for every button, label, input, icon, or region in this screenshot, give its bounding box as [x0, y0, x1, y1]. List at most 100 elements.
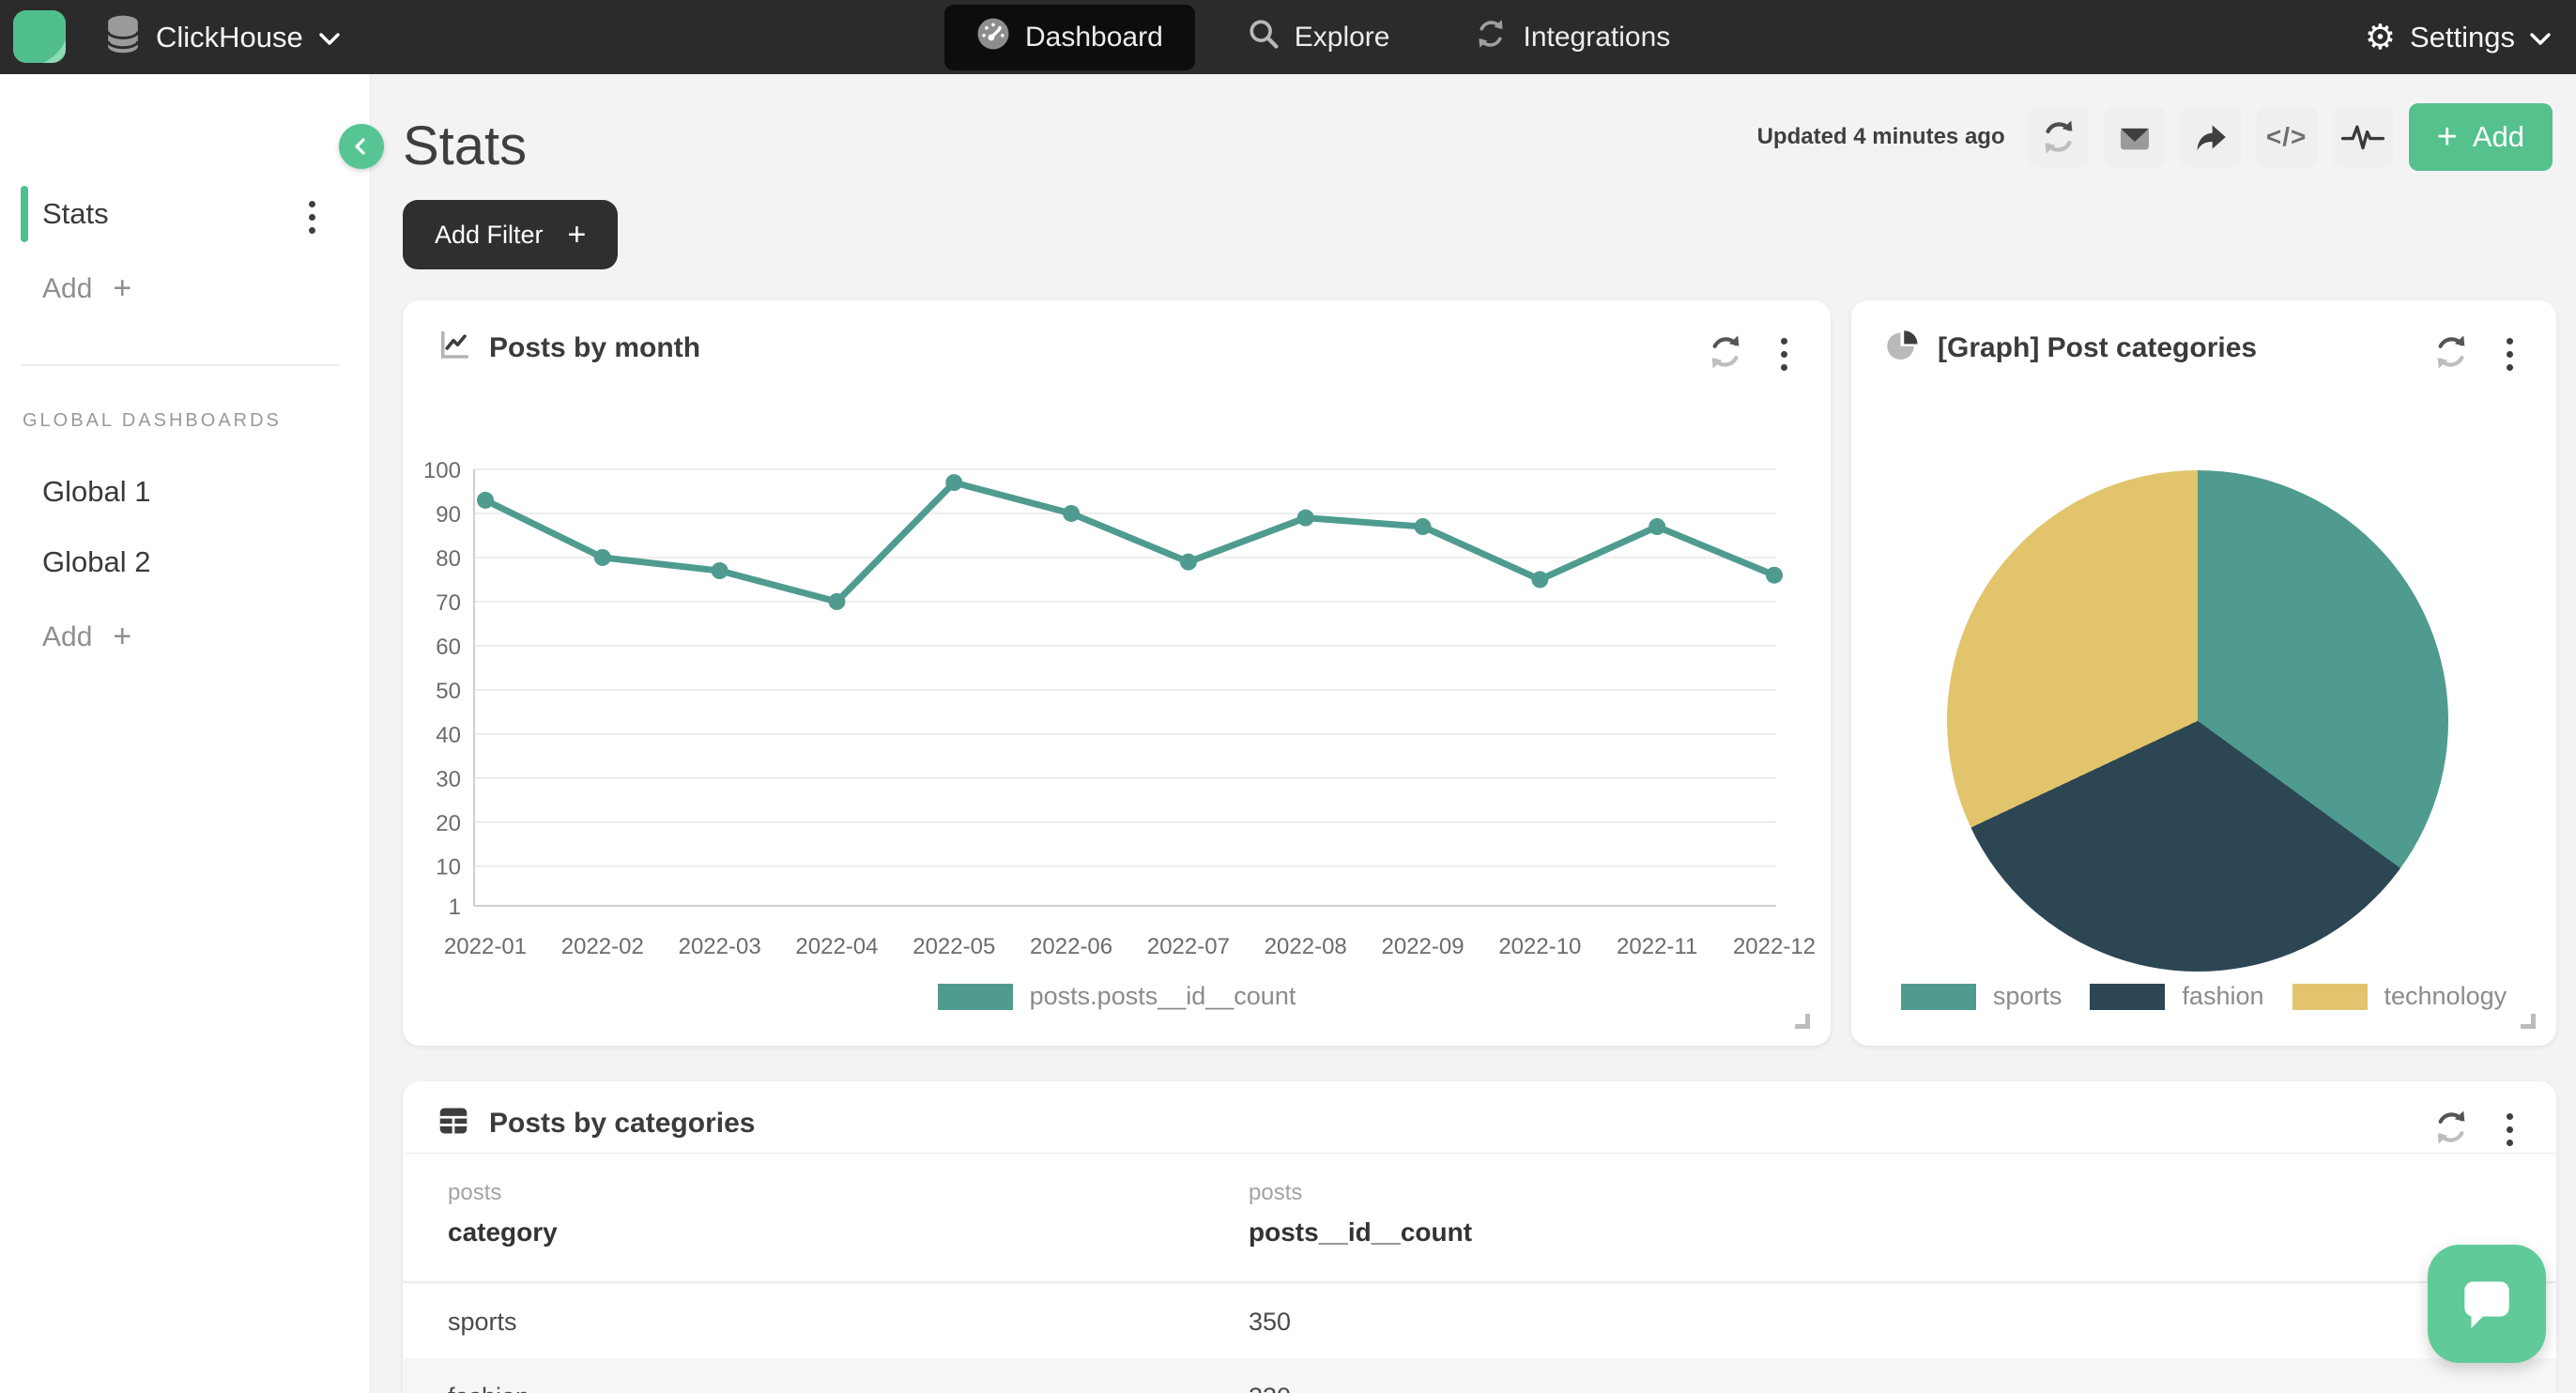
settings-label: Settings	[2409, 20, 2515, 54]
add-filter-button[interactable]: Add Filter +	[403, 200, 619, 269]
legend-item: sports	[1900, 982, 2062, 1011]
sidebar-collapse-button[interactable]	[339, 124, 384, 169]
kebab-menu-icon[interactable]	[2501, 1108, 2519, 1152]
card-posts-by-categories: Posts by categories posts category posts…	[403, 1081, 2556, 1393]
tab-integrations[interactable]: Integrations	[1442, 5, 1702, 70]
sync-icon	[1474, 17, 1508, 58]
legend-item: fashion	[2090, 982, 2264, 1011]
svg-text:80: 80	[436, 546, 461, 572]
resize-handle[interactable]	[1795, 1014, 1810, 1029]
line-chart: 100 90 80 70 60 50 40 30 20 10 1 2022-01 2022-02 2022…	[423, 458, 1816, 959]
column-header-count[interactable]: posts__id__count	[1249, 1217, 1473, 1247]
resize-handle[interactable]	[2521, 1014, 2536, 1029]
legend-label: posts.posts__id__count	[1029, 982, 1296, 1010]
sidebar-item-global-2[interactable]: Global 2	[17, 532, 355, 592]
add-button-label: Add	[2472, 120, 2524, 153]
plus-icon: +	[2436, 116, 2458, 157]
refresh-icon[interactable]	[2431, 1108, 2471, 1152]
divider	[403, 1153, 2556, 1154]
svg-text:100: 100	[423, 458, 461, 483]
cell-category: sports	[448, 1308, 517, 1336]
card-posts-by-month: Posts by month 100 90 80 70 60 50 40 30 20 10 1 202…	[403, 300, 1831, 1046]
sidebar-item-global-1[interactable]: Global 1	[17, 462, 355, 522]
cell-count: 350	[1249, 1308, 1292, 1336]
plus-icon: +	[113, 270, 132, 306]
sidebar-section-global-dashboards: GLOBAL DASHBOARDS	[23, 410, 282, 431]
database-icon	[105, 14, 141, 61]
card-header: Posts by categories	[437, 1104, 755, 1142]
svg-text:2022-06: 2022-06	[1030, 934, 1112, 959]
refresh-icon[interactable]	[1706, 332, 1745, 376]
gear-icon: ⚙	[2364, 18, 2396, 56]
svg-text:30: 30	[436, 767, 461, 792]
refresh-icon[interactable]	[2431, 332, 2471, 376]
kebab-menu-icon[interactable]	[303, 195, 321, 239]
refresh-button[interactable]	[2028, 107, 2089, 167]
line-chart-legend: posts.posts__id__count	[403, 982, 1831, 1011]
embed-code-button[interactable]: </>	[2256, 107, 2317, 167]
svg-text:2022-09: 2022-09	[1382, 934, 1464, 959]
search-icon	[1248, 18, 1280, 57]
main-nav-tabs: Dashboard Explore Integrations	[944, 0, 1702, 74]
svg-text:2022-03: 2022-03	[679, 934, 761, 959]
legend-item: technology	[2292, 982, 2507, 1011]
svg-text:2022-05: 2022-05	[912, 934, 995, 959]
legend-swatch	[2292, 983, 2368, 1010]
legend-label: sports	[1992, 982, 2062, 1010]
legend-swatch	[937, 983, 1013, 1010]
table-header: posts category posts posts__id__count	[403, 1154, 2556, 1281]
tab-integrations-label: Integrations	[1523, 21, 1671, 53]
table-row[interactable]: sports 350	[403, 1281, 2556, 1358]
card-title: [Graph] Post categories	[1938, 331, 2258, 363]
svg-text:2022-08: 2022-08	[1265, 934, 1347, 959]
sidebar-item-stats[interactable]: Stats	[17, 184, 355, 244]
email-button[interactable]	[2104, 107, 2165, 167]
svg-text:90: 90	[436, 502, 461, 528]
sidebar-item-label: Global 2	[42, 545, 151, 578]
tab-explore-label: Explore	[1294, 21, 1390, 53]
legend-swatch	[1900, 983, 1976, 1010]
active-indicator	[21, 186, 28, 242]
tab-dashboard-label: Dashboard	[1025, 21, 1163, 53]
svg-text:2022-07: 2022-07	[1147, 934, 1230, 959]
svg-text:2022-01: 2022-01	[444, 934, 527, 959]
activity-button[interactable]	[2332, 107, 2393, 167]
pie-chart-legend: sports fashion technology	[1851, 982, 2556, 1011]
svg-text:2022-12: 2022-12	[1733, 934, 1816, 959]
chat-widget-button[interactable]	[2428, 1245, 2546, 1363]
legend-swatch	[2090, 983, 2166, 1010]
chevron-down-icon	[318, 21, 341, 54]
kebab-menu-icon[interactable]	[2501, 332, 2519, 376]
workspace-switcher[interactable]: ClickHouse	[105, 0, 341, 74]
card-title: Posts by categories	[489, 1107, 756, 1139]
sidebar-add-global-dashboard-button[interactable]: Add +	[42, 619, 131, 655]
kebab-menu-icon[interactable]	[1775, 332, 1793, 376]
tab-dashboard[interactable]: Dashboard	[944, 4, 1195, 70]
card-title: Posts by month	[489, 331, 701, 363]
sidebar-add-dashboard-button[interactable]: Add +	[42, 270, 131, 307]
app-logo[interactable]	[13, 10, 66, 63]
table-row[interactable]: fashion 330	[403, 1358, 2556, 1393]
card-header: Posts by month	[437, 329, 700, 367]
plus-icon: +	[113, 619, 132, 654]
tab-explore[interactable]: Explore	[1216, 5, 1422, 70]
column-header-category[interactable]: category	[448, 1217, 558, 1247]
legend-label: technology	[2384, 982, 2507, 1010]
svg-text:70: 70	[436, 590, 461, 616]
add-tile-button[interactable]: + Add	[2408, 103, 2553, 171]
settings-menu[interactable]: ⚙ Settings	[2365, 0, 2552, 74]
add-filter-label: Add Filter	[435, 220, 544, 249]
gauge-icon	[976, 17, 1010, 58]
card-actions	[2431, 332, 2519, 376]
add-label: Add	[42, 272, 93, 304]
share-button[interactable]	[2180, 107, 2241, 167]
legend-label: fashion	[2182, 982, 2264, 1010]
column-group: posts	[448, 1180, 502, 1205]
svg-text:10: 10	[436, 855, 461, 880]
sidebar	[0, 74, 371, 1393]
code-icon: </>	[2265, 122, 2308, 151]
sidebar-item-label: Stats	[42, 197, 109, 230]
column-group: posts	[1249, 1180, 1303, 1205]
chat-bubble-icon	[2456, 1271, 2518, 1338]
